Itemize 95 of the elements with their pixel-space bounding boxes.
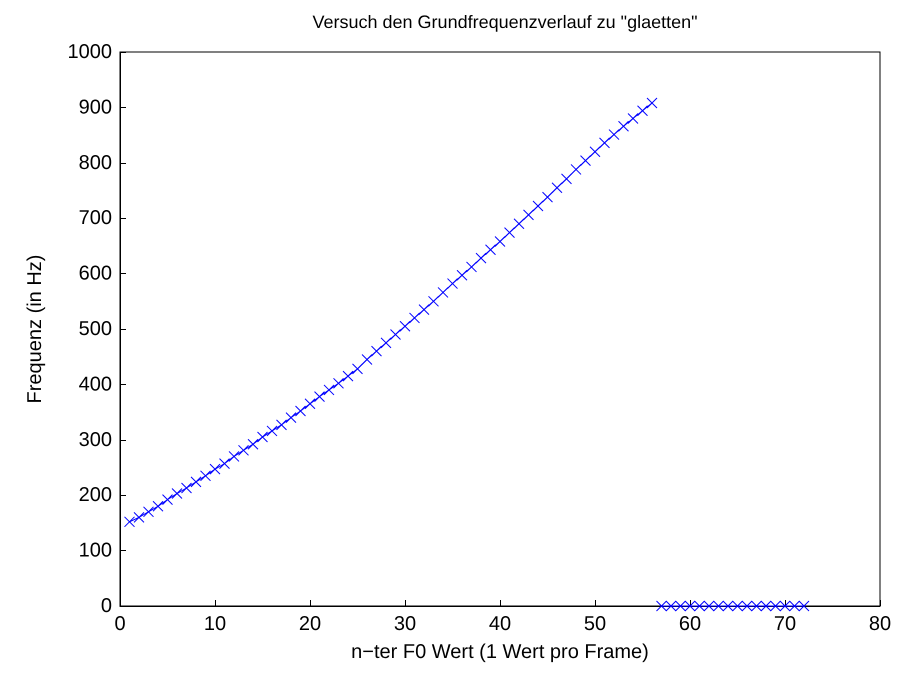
point	[504, 227, 515, 238]
point	[561, 173, 572, 184]
point	[523, 209, 534, 220]
point	[210, 464, 220, 475]
point	[618, 120, 629, 132]
y-tick-label: 900	[78, 96, 112, 118]
point	[276, 419, 287, 430]
point	[789, 600, 800, 612]
point	[390, 329, 401, 340]
point	[590, 146, 600, 158]
x-tick-label: 20	[298, 613, 322, 635]
point	[485, 244, 496, 256]
point	[798, 600, 810, 612]
point	[760, 600, 772, 612]
point	[704, 600, 714, 612]
point	[181, 482, 192, 494]
point	[162, 494, 173, 506]
x-tick-label: 0	[114, 613, 126, 635]
point	[656, 600, 667, 612]
point	[599, 137, 610, 148]
point	[628, 112, 638, 124]
point	[134, 512, 144, 523]
point	[637, 105, 648, 116]
point	[219, 458, 230, 470]
point	[152, 500, 164, 512]
point	[542, 192, 553, 203]
point	[751, 600, 762, 612]
y-tick-label: 200	[78, 484, 112, 506]
point	[124, 516, 135, 528]
x-tick-label: 50	[584, 613, 606, 635]
point	[608, 129, 620, 140]
y-tick-label: 1000	[68, 41, 112, 63]
point	[456, 270, 468, 281]
y-tick-label: 800	[78, 152, 112, 174]
point	[228, 450, 240, 462]
point	[780, 600, 790, 612]
x-tick-label: 10	[204, 613, 226, 635]
point	[248, 438, 258, 450]
y-tick-label: 700	[78, 207, 112, 230]
x-tick-label: 60	[678, 613, 702, 635]
x-tick-label: 30	[394, 613, 416, 635]
point	[476, 252, 486, 264]
y-tick-label: 400	[78, 373, 112, 396]
point	[646, 97, 658, 108]
point	[494, 236, 506, 247]
point	[362, 354, 372, 365]
point	[532, 200, 544, 212]
point	[428, 296, 439, 307]
y-tick-label: 100	[78, 540, 112, 562]
point	[694, 600, 705, 612]
x-tick-label: 80	[868, 613, 892, 635]
point	[466, 261, 477, 272]
point	[580, 155, 591, 166]
point	[447, 278, 458, 290]
point	[238, 444, 249, 456]
y-axis-title: Frequenz (in Hz)	[24, 254, 46, 404]
point	[722, 600, 734, 612]
point	[400, 320, 410, 332]
point	[552, 182, 562, 194]
point	[380, 337, 392, 348]
y-tick-label: 500	[78, 318, 112, 340]
y-tick-label: 0	[100, 595, 112, 617]
point	[143, 506, 154, 518]
point	[742, 600, 752, 612]
point	[713, 600, 724, 612]
point	[266, 425, 278, 436]
point	[732, 600, 743, 612]
point	[304, 398, 316, 410]
point	[314, 391, 325, 402]
point	[286, 412, 296, 424]
point	[295, 405, 306, 416]
point	[438, 286, 448, 298]
point	[570, 164, 582, 175]
x-axis-title: n−ter F0 Wert (1 Wert pro Frame)	[351, 641, 649, 663]
point	[418, 304, 430, 316]
point	[666, 600, 676, 612]
x-tick-label: 40	[488, 613, 512, 635]
point	[324, 384, 334, 396]
point	[770, 600, 781, 612]
point	[684, 600, 696, 612]
point	[409, 312, 420, 324]
point	[257, 432, 268, 443]
y-tick-label: 600	[78, 262, 112, 285]
point	[352, 363, 363, 374]
x-tick-label: 70	[774, 613, 796, 635]
point	[333, 378, 344, 389]
point	[514, 218, 524, 230]
chart-title: Versuch den Grundfrequenzverlauf zu "glaetten"	[312, 12, 698, 32]
point	[675, 600, 686, 612]
point	[190, 476, 202, 488]
y-tick-label: 300	[78, 428, 112, 451]
point	[371, 346, 382, 357]
point	[200, 470, 211, 482]
point	[172, 488, 182, 500]
point	[342, 370, 354, 382]
